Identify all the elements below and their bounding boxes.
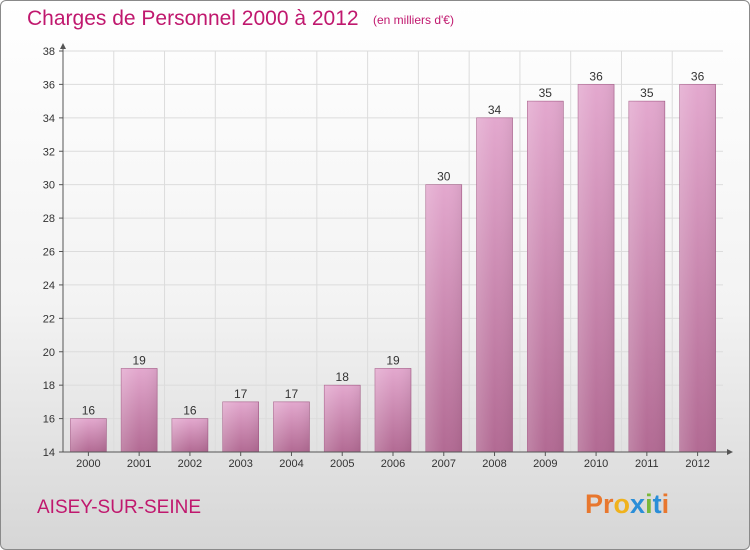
x-tick-label: 2009 (533, 458, 557, 470)
bar-shine (324, 385, 361, 452)
x-tick-label: 2006 (381, 458, 405, 470)
bar-shine (578, 84, 615, 453)
x-tick-label: 2007 (432, 458, 456, 470)
bars (70, 84, 716, 453)
bar-shine (121, 368, 158, 452)
bar-shine (375, 368, 411, 452)
logo-letter: r (603, 489, 614, 519)
y-tick-label: 36 (43, 79, 55, 91)
bar-group (577, 84, 615, 453)
x-tick-label: 2011 (635, 458, 659, 470)
bar-group (323, 384, 361, 453)
x-tick-label: 2001 (127, 458, 151, 470)
logo-letter: i (645, 489, 653, 519)
axes (59, 43, 733, 456)
bar-shine (70, 418, 107, 452)
bar-group (222, 401, 259, 453)
bar-group (628, 100, 666, 453)
commune-name: AISEY-SUR-SEINE (37, 497, 202, 518)
bar-shine (476, 117, 513, 452)
data-label: 17 (234, 387, 248, 401)
data-label: 35 (539, 86, 553, 100)
y-tick-label: 14 (43, 447, 55, 459)
y-tick-label: 28 (43, 213, 55, 225)
x-tick-label: 2012 (685, 458, 709, 470)
bar-group (527, 100, 564, 453)
proxiti-logo[interactable]: Proxiti (585, 489, 669, 520)
y-tick-label: 38 (43, 46, 55, 58)
data-label: 30 (437, 170, 451, 184)
x-tick-label: 2003 (228, 458, 252, 470)
data-label: 36 (589, 69, 603, 83)
data-label: 17 (285, 387, 299, 401)
bar-group (425, 184, 463, 453)
bar-shine (273, 401, 310, 452)
logo-letter: t (652, 489, 662, 519)
bar-group (374, 368, 412, 453)
x-tick-label: 2002 (178, 458, 202, 470)
x-tick-label: 2010 (584, 458, 608, 470)
y-tick-label: 30 (43, 180, 55, 192)
bar-group (120, 368, 158, 453)
y-tick-label: 26 (43, 247, 55, 259)
x-tick-label: 2005 (330, 458, 354, 470)
y-tick-label: 20 (43, 347, 55, 359)
x-tick-label: 2004 (279, 458, 303, 470)
chart-subtitle: (en milliers d'€) (373, 13, 454, 27)
data-label: 16 (82, 404, 96, 418)
y-tick-label: 16 (43, 414, 55, 426)
bar-group (171, 418, 209, 453)
y-tick-label: 34 (43, 113, 55, 125)
data-label: 36 (691, 69, 705, 83)
bar-group (70, 418, 107, 453)
logo-letter: o (613, 489, 631, 519)
data-label: 34 (488, 103, 502, 117)
y-tick-label: 22 (43, 313, 55, 325)
bar-group (679, 84, 716, 453)
y-axis-arrow (60, 43, 66, 49)
bar-shine (222, 401, 259, 452)
y-tick-label: 24 (43, 280, 55, 292)
x-tick-label: 2000 (76, 458, 100, 470)
chart-title: Charges de Personnel 2000 à 2012 (27, 7, 359, 30)
bar-shine (628, 101, 665, 452)
bar-shine (527, 101, 564, 452)
bar-shine (679, 84, 716, 453)
labels: 14 16 18 20 22 24 26 28 30 32 34 36 38 16 2000 19 2001 16… (43, 46, 710, 470)
data-label: 19 (386, 353, 400, 367)
data-label: 18 (336, 370, 350, 384)
y-tick-label: 32 (43, 146, 55, 158)
bar-group (476, 117, 513, 453)
data-label: 19 (132, 353, 146, 367)
bar-group (273, 401, 310, 453)
bar-shine (171, 418, 208, 452)
data-label: 16 (183, 404, 197, 418)
logo-letter: P (585, 489, 604, 519)
x-tick-label: 2008 (482, 458, 506, 470)
y-tick-label: 18 (43, 380, 55, 392)
logo-letter: i (661, 489, 670, 519)
x-axis-arrow (727, 449, 733, 455)
data-label: 35 (640, 86, 654, 100)
bar-shine (425, 184, 462, 452)
logo-letter: x (630, 489, 646, 519)
